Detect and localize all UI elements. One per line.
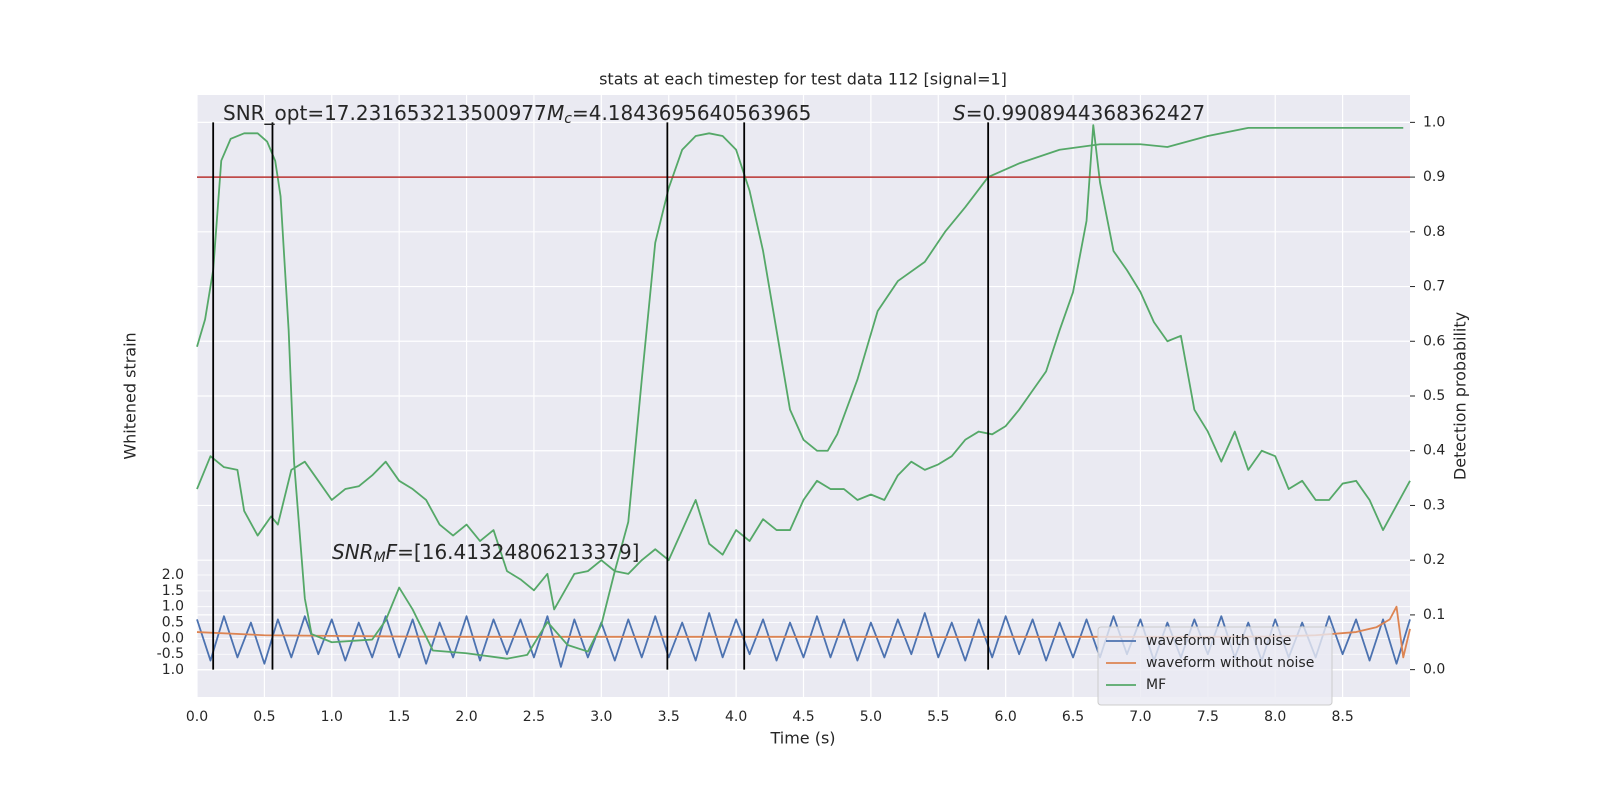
y2-tick-label: 0.9 bbox=[1423, 169, 1445, 185]
annotation-part: c bbox=[564, 111, 572, 127]
y2-tick-label: 1.0 bbox=[1423, 114, 1445, 130]
x-tick-label: 2.0 bbox=[455, 709, 477, 725]
y-tick-label: 1.0 bbox=[162, 599, 184, 615]
x-tick-label: 8.0 bbox=[1264, 709, 1286, 725]
chart-title: stats at each timestep for test data 112… bbox=[599, 70, 1007, 89]
y2-tick-label: 0.2 bbox=[1423, 552, 1445, 568]
series-line bbox=[196, 124, 1411, 611]
y2-tick-label: 0.1 bbox=[1423, 607, 1445, 623]
y-tick-label: -0.5 bbox=[157, 646, 184, 662]
x-tick-label: 7.5 bbox=[1197, 709, 1219, 725]
x-tick-label: 3.5 bbox=[658, 709, 680, 725]
grid bbox=[196, 95, 1410, 697]
legend-label: MF bbox=[1146, 677, 1166, 693]
y2-tick-label: 0.7 bbox=[1423, 279, 1445, 295]
y-tick-label: 1.5 bbox=[162, 583, 184, 599]
annotation-part: M bbox=[374, 550, 386, 566]
annotation-part: =[16.41324806213379] bbox=[397, 540, 639, 564]
y2-tick-label: 0.6 bbox=[1423, 333, 1445, 349]
annotation-part: F bbox=[386, 540, 398, 564]
x-tick-label: 1.0 bbox=[321, 709, 343, 725]
x-tick-label: 4.5 bbox=[792, 709, 814, 725]
annotation-part: =4.1843695640563965 bbox=[572, 101, 811, 125]
y-tick-label: 0.5 bbox=[162, 615, 184, 631]
y2-axis-label: Detection probability bbox=[1451, 312, 1470, 480]
y2-tick-label: 0.4 bbox=[1423, 443, 1445, 459]
legend-label: waveform with noise bbox=[1146, 633, 1291, 649]
x-tick-label: 5.5 bbox=[927, 709, 949, 725]
y2-tick-label: 0.0 bbox=[1423, 662, 1445, 678]
annotation: SNR_opt=17.231653213500977 bbox=[223, 101, 547, 125]
x-tick-label: 2.5 bbox=[523, 709, 545, 725]
x-tick-label: 4.0 bbox=[725, 709, 747, 725]
y-axis-label: Whitened strain bbox=[121, 332, 140, 459]
legend-label: waveform without noise bbox=[1146, 655, 1314, 671]
y-tick-label: 2.0 bbox=[162, 567, 184, 583]
x-tick-label: 8.5 bbox=[1331, 709, 1353, 725]
legend: waveform with noise waveform without nois… bbox=[1097, 626, 1333, 706]
series-line bbox=[196, 605, 1411, 659]
annotation-part: SNR_opt=17.231653213500977 bbox=[223, 101, 547, 125]
y-tick-label: 0.0 bbox=[162, 630, 184, 646]
x-tick-label: 0.5 bbox=[253, 709, 275, 725]
series-line bbox=[196, 126, 1404, 660]
annotation-part: SNR bbox=[332, 540, 374, 564]
annotation: Mc=4.1843695640563965 bbox=[547, 101, 811, 128]
legend-box bbox=[1097, 626, 1333, 706]
annotation-part: =0.9908944368362427 bbox=[966, 101, 1205, 125]
x-tick-label: 3.0 bbox=[590, 709, 612, 725]
x-tick-label: 0.0 bbox=[186, 709, 208, 725]
x-tick-label: 7.0 bbox=[1129, 709, 1151, 725]
x-axis-label: Time (s) bbox=[769, 729, 835, 748]
annotation-part: M bbox=[547, 101, 564, 125]
y2-tick-label: 0.8 bbox=[1423, 224, 1445, 240]
annotation: SNRMF=[16.41324806213379] bbox=[332, 540, 640, 567]
x-tick-label: 5.0 bbox=[860, 709, 882, 725]
y2-tick-label: 0.5 bbox=[1423, 388, 1445, 404]
x-tick-label: 6.0 bbox=[995, 709, 1017, 725]
y2-tick-label: 0.3 bbox=[1423, 497, 1445, 513]
annotation: S=0.9908944368362427 bbox=[953, 101, 1205, 125]
y-tick-label: 1.0 bbox=[162, 662, 184, 678]
annotation-part: S bbox=[953, 101, 966, 125]
x-tick-label: 1.5 bbox=[388, 709, 410, 725]
x-tick-label: 6.5 bbox=[1062, 709, 1084, 725]
plot-area bbox=[196, 122, 1411, 670]
